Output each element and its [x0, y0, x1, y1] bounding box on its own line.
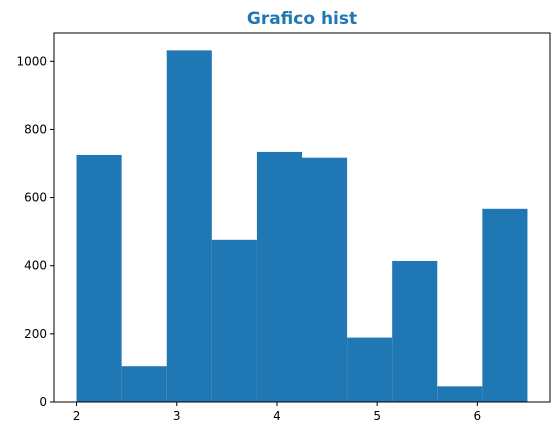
- x-axis: 2 3 4 5 6: [73, 402, 481, 423]
- bars-group: [76, 50, 528, 402]
- histogram-bar: [166, 50, 212, 402]
- plot-frame: [53, 32, 551, 403]
- histogram-bar: [256, 151, 302, 402]
- y-tick-label: 0: [39, 395, 47, 409]
- histogram-bar: [76, 154, 122, 402]
- x-tick-label: 6: [474, 409, 482, 423]
- histogram-bar: [482, 208, 528, 402]
- y-tick-label: 600: [24, 191, 47, 205]
- histogram-bar: [392, 260, 438, 402]
- histogram-bar: [302, 157, 348, 402]
- y-tick-label: 1000: [16, 54, 47, 68]
- histogram-bar: [211, 239, 257, 402]
- y-tick-label: 800: [24, 122, 47, 136]
- y-axis: 0 200 400 600 800 1000: [16, 54, 54, 409]
- x-tick-label: 3: [173, 409, 181, 423]
- x-tick-label: 5: [373, 409, 381, 423]
- y-tick-label: 400: [24, 259, 47, 273]
- x-tick-label: 2: [73, 409, 81, 423]
- histogram-bar: [347, 337, 393, 402]
- y-tick-label: 200: [24, 327, 47, 341]
- x-tick-label: 4: [273, 409, 281, 423]
- histogram-bar: [121, 366, 167, 402]
- chart-title: Grafico hist: [247, 9, 357, 29]
- histogram-bar: [437, 386, 483, 402]
